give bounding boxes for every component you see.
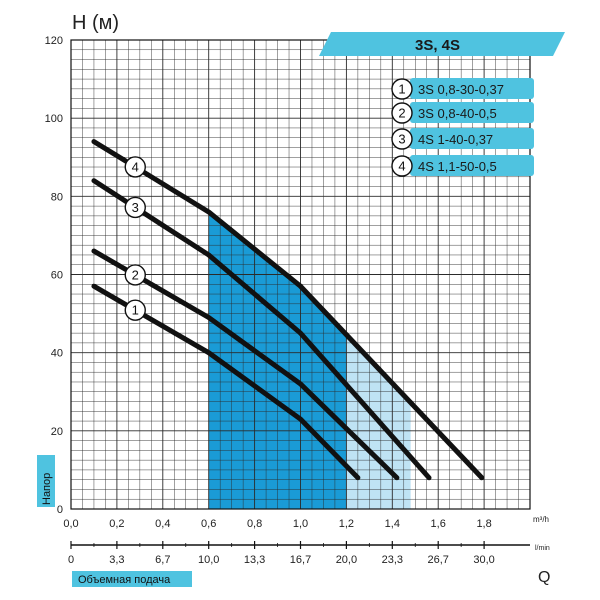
legend-label: 4S 1,1-50-0,5	[418, 159, 497, 174]
legend-item-1: 1 3S 0,8-30-0,37	[391, 78, 534, 100]
x-tick-label: 1,0	[293, 518, 308, 530]
curve-marker-2: 2	[124, 264, 146, 286]
x-tick-label: 1,4	[385, 518, 400, 530]
x2-tick-label: 13,3	[244, 554, 265, 566]
chart-title: 3S, 4S	[415, 37, 460, 54]
y-tick-label: 20	[51, 426, 63, 438]
svg-text:3: 3	[132, 200, 139, 215]
y-tick-label: 60	[51, 270, 63, 282]
x-axis-title: Объемная подача	[72, 571, 192, 587]
svg-text:1: 1	[132, 303, 139, 318]
x-unit-label: m³/h	[533, 515, 549, 524]
grid	[70, 39, 531, 510]
curve-2	[91, 248, 400, 481]
x-tick-label: 0,2	[109, 518, 124, 530]
x-tick-label: 1,8	[476, 518, 491, 530]
legend-number: 3	[398, 132, 405, 147]
legend-number: 4	[398, 159, 405, 174]
curve-4	[91, 139, 485, 481]
x2-tick-label: 23,3	[382, 554, 403, 566]
y-tick-label: 40	[51, 348, 63, 360]
svg-text:4: 4	[132, 159, 139, 174]
x2-axis-title: Q	[538, 569, 550, 586]
y-tick-label: 0	[57, 504, 63, 516]
x2-tick-label: 30,0	[473, 554, 494, 566]
x-tick-label: 1,6	[431, 518, 446, 530]
x2-tick-label: 10,0	[198, 554, 219, 566]
x-tick-label: 0,0	[63, 518, 78, 530]
y-tick-label: 100	[45, 113, 63, 125]
legend: 1 3S 0,8-30-0,37 2 3S 0,8-40-0,5 3 4S 1-40-0,…	[391, 78, 534, 177]
y-tick-label: 120	[45, 35, 63, 47]
x2-tick-label: 3,3	[109, 554, 124, 566]
legend-label: 3S 0,8-30-0,37	[418, 82, 504, 97]
curve-3	[91, 178, 432, 481]
x-tick-label: 1,2	[339, 518, 354, 530]
legend-item-3: 3 4S 1-40-0,37	[391, 128, 534, 150]
curve-marker-1: 1	[124, 299, 146, 321]
plot-frame	[70, 39, 531, 510]
svg-text:2: 2	[132, 267, 139, 282]
x2-tick-label: 20,0	[336, 554, 357, 566]
x2-tick-label: 0	[68, 554, 74, 566]
x-tick-label: 0,8	[247, 518, 262, 530]
y-tick-label: 80	[51, 191, 63, 203]
curve-1	[91, 283, 361, 481]
x2-tick-label: 26,7	[427, 554, 448, 566]
legend-number: 2	[398, 106, 405, 121]
legend-label: 3S 0,8-40-0,5	[418, 106, 497, 121]
x2-tick-label: 6,7	[155, 554, 170, 566]
chart-title-banner: 3S, 4S	[319, 32, 565, 56]
svg-text:Напор: Напор	[41, 473, 53, 505]
curve-marker-3: 3	[124, 196, 146, 219]
legend-item-2: 2 3S 0,8-40-0,5	[391, 102, 534, 124]
x2-unit-label: l/min	[535, 545, 550, 552]
x-tick-label: 0,6	[201, 518, 216, 530]
y-axis-title: H (м)	[72, 12, 119, 34]
x-tick-label: 0,4	[155, 518, 170, 530]
legend-item-4: 4 4S 1,1-50-0,5	[391, 155, 534, 177]
legend-label: 4S 1-40-0,37	[418, 132, 493, 147]
curve-marker-4: 4	[124, 156, 146, 178]
legend-number: 1	[398, 82, 405, 97]
svg-text:Объемная подача: Объемная подача	[78, 574, 171, 586]
y-axis-side-label: Напор	[37, 455, 55, 507]
x2-tick-label: 16,7	[290, 554, 311, 566]
